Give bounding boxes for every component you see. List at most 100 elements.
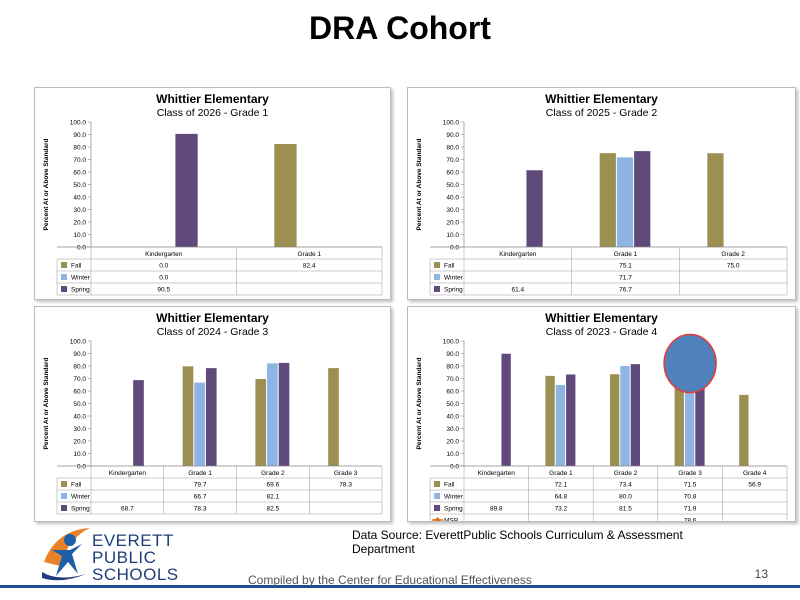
legend-key-winter [434, 274, 440, 280]
data-label-fall: 56.9 [748, 482, 761, 489]
legend-label-winter: Winter [444, 494, 464, 501]
y-tick-label: 50.0 [73, 182, 86, 189]
data-label-spring: 68.7 [121, 506, 134, 513]
footer-compiled-text: Compiled by the Center for Educational E… [248, 573, 532, 587]
y-tick-label: 30.0 [446, 426, 459, 433]
bar-fall-grade-3 [328, 368, 339, 466]
legend-marker-msp [434, 517, 441, 521]
y-tick-label: 50.0 [446, 182, 459, 189]
y-tick-label: 10.0 [446, 451, 459, 458]
x-tick-label: Grade 1 [614, 251, 638, 258]
bar-spring-kindergarten [133, 380, 144, 466]
data-label-spring: 78.3 [194, 506, 207, 513]
x-tick-label: Kindergarten [499, 251, 537, 258]
chart-title: Whittier Elementary [545, 311, 658, 325]
legend-label-fall: Fall [444, 263, 455, 270]
legend-label-winter: Winter [71, 494, 91, 501]
y-tick-label: 80.0 [446, 364, 459, 371]
bar-fall-grade-1 [274, 144, 297, 247]
bar-fall-grade-2 [707, 153, 724, 247]
y-tick-label: 100.0 [443, 120, 460, 127]
bar-fall-grade-1 [182, 366, 194, 466]
x-tick-label: Grade 4 [743, 470, 767, 477]
x-tick-label: Grade 1 [549, 470, 573, 477]
data-label-spring: 76.7 [619, 287, 632, 294]
data-label-fall: 79.7 [194, 482, 207, 489]
y-tick-label: 20.0 [73, 439, 86, 446]
data-source-note: Data Source: EverettPublic Schools Curri… [352, 528, 712, 556]
legend-key-spring [434, 286, 440, 292]
y-axis-label: Percent At or Above Standard [43, 138, 50, 230]
data-source-line-1: Data Source: EverettPublic Schools Curri… [352, 528, 683, 542]
logo-text: EVERETT PUBLIC SCHOOLS [92, 532, 179, 583]
y-tick-label: 30.0 [73, 207, 86, 214]
logo-line-3: SCHOOLS [92, 565, 179, 584]
bar-spring-grade-2 [630, 364, 641, 466]
chart-subtitle: Class of 2024 - Grade 3 [157, 326, 269, 338]
chart-title: Whittier Elementary [156, 311, 269, 325]
legend-label-winter: Winter [444, 275, 464, 282]
legend-key-fall [434, 262, 440, 268]
x-tick-label: Kindergarten [145, 251, 183, 258]
legend-label-msp: MSP [444, 518, 458, 522]
x-tick-label: Kindergarten [109, 470, 147, 477]
data-label-fall: 0.0 [159, 263, 168, 270]
everett-logo: EVERETT PUBLIC SCHOOLS [38, 522, 188, 584]
legend-label-fall: Fall [71, 482, 82, 489]
bar-winter-grade-2 [267, 363, 278, 466]
x-tick-label: Kindergarten [478, 470, 516, 477]
chart-panel-class-2024: Whittier Elementary Class of 2024 - Grade… [34, 306, 391, 522]
bar-winter-grade-3 [684, 377, 695, 466]
y-tick-label: 90.0 [446, 132, 459, 139]
data-label-winter: 80.0 [619, 494, 632, 501]
y-tick-label: 20.0 [446, 220, 459, 227]
legend-key-fall [61, 481, 67, 487]
y-tick-label: 40.0 [446, 195, 459, 202]
bar-spring-grade-1 [634, 151, 651, 247]
y-tick-label: 80.0 [446, 145, 459, 152]
legend-label-spring: Spring [71, 506, 90, 513]
data-label-spring: 82.5 [267, 506, 280, 513]
bar-fall-grade-1 [599, 153, 616, 247]
y-tick-label: 40.0 [73, 195, 86, 202]
data-label-fall: 71.5 [684, 482, 697, 489]
legend-key-winter [61, 493, 67, 499]
y-tick-label: 40.0 [446, 414, 459, 421]
data-label-winter: 64.8 [555, 494, 568, 501]
bar-fall-grade-1 [545, 375, 555, 466]
y-tick-label: 60.0 [446, 170, 459, 177]
chart-title: Whittier Elementary [545, 92, 658, 106]
x-tick-label: Grade 3 [678, 470, 702, 477]
x-tick-label: Grade 3 [334, 470, 358, 477]
y-tick-label: 10.0 [73, 232, 86, 239]
x-tick-label: Grade 1 [298, 251, 322, 258]
bar-spring-kindergarten [175, 133, 198, 247]
chart-subtitle: Class of 2025 - Grade 2 [546, 107, 658, 119]
bar-spring-kindergarten [526, 170, 543, 247]
y-tick-label: 70.0 [73, 376, 86, 383]
bar-winter-grade-1 [194, 382, 205, 466]
footer: Compiled by the Center for Educational E… [0, 567, 800, 600]
y-tick-label: 90.0 [446, 351, 459, 358]
x-tick-label: Grade 2 [721, 251, 745, 258]
data-label-fall: 72.1 [555, 482, 568, 489]
bar-fall-grade-4 [739, 394, 749, 466]
y-tick-label: 90.0 [73, 132, 86, 139]
y-tick-label: 100.0 [70, 339, 87, 346]
data-label-winter: 66.7 [194, 494, 207, 501]
slide-title: DRA Cohort [309, 10, 491, 46]
y-tick-label: 0.0 [77, 464, 86, 471]
data-label-fall: 82.4 [303, 263, 316, 270]
bar-winter-grade-2 [620, 366, 630, 466]
chart-panel-class-2026: Whittier Elementary Class of 2026 - Grade… [34, 87, 391, 300]
chart-panel-class-2023: Whittier Elementary Class of 2023 - Grade… [407, 306, 796, 522]
bar-fall-grade-2 [609, 374, 620, 466]
legend-key-fall [434, 481, 440, 487]
data-label-spring: 81.5 [619, 506, 632, 513]
y-tick-label: 10.0 [73, 451, 86, 458]
legend-label-fall: Fall [71, 263, 82, 270]
